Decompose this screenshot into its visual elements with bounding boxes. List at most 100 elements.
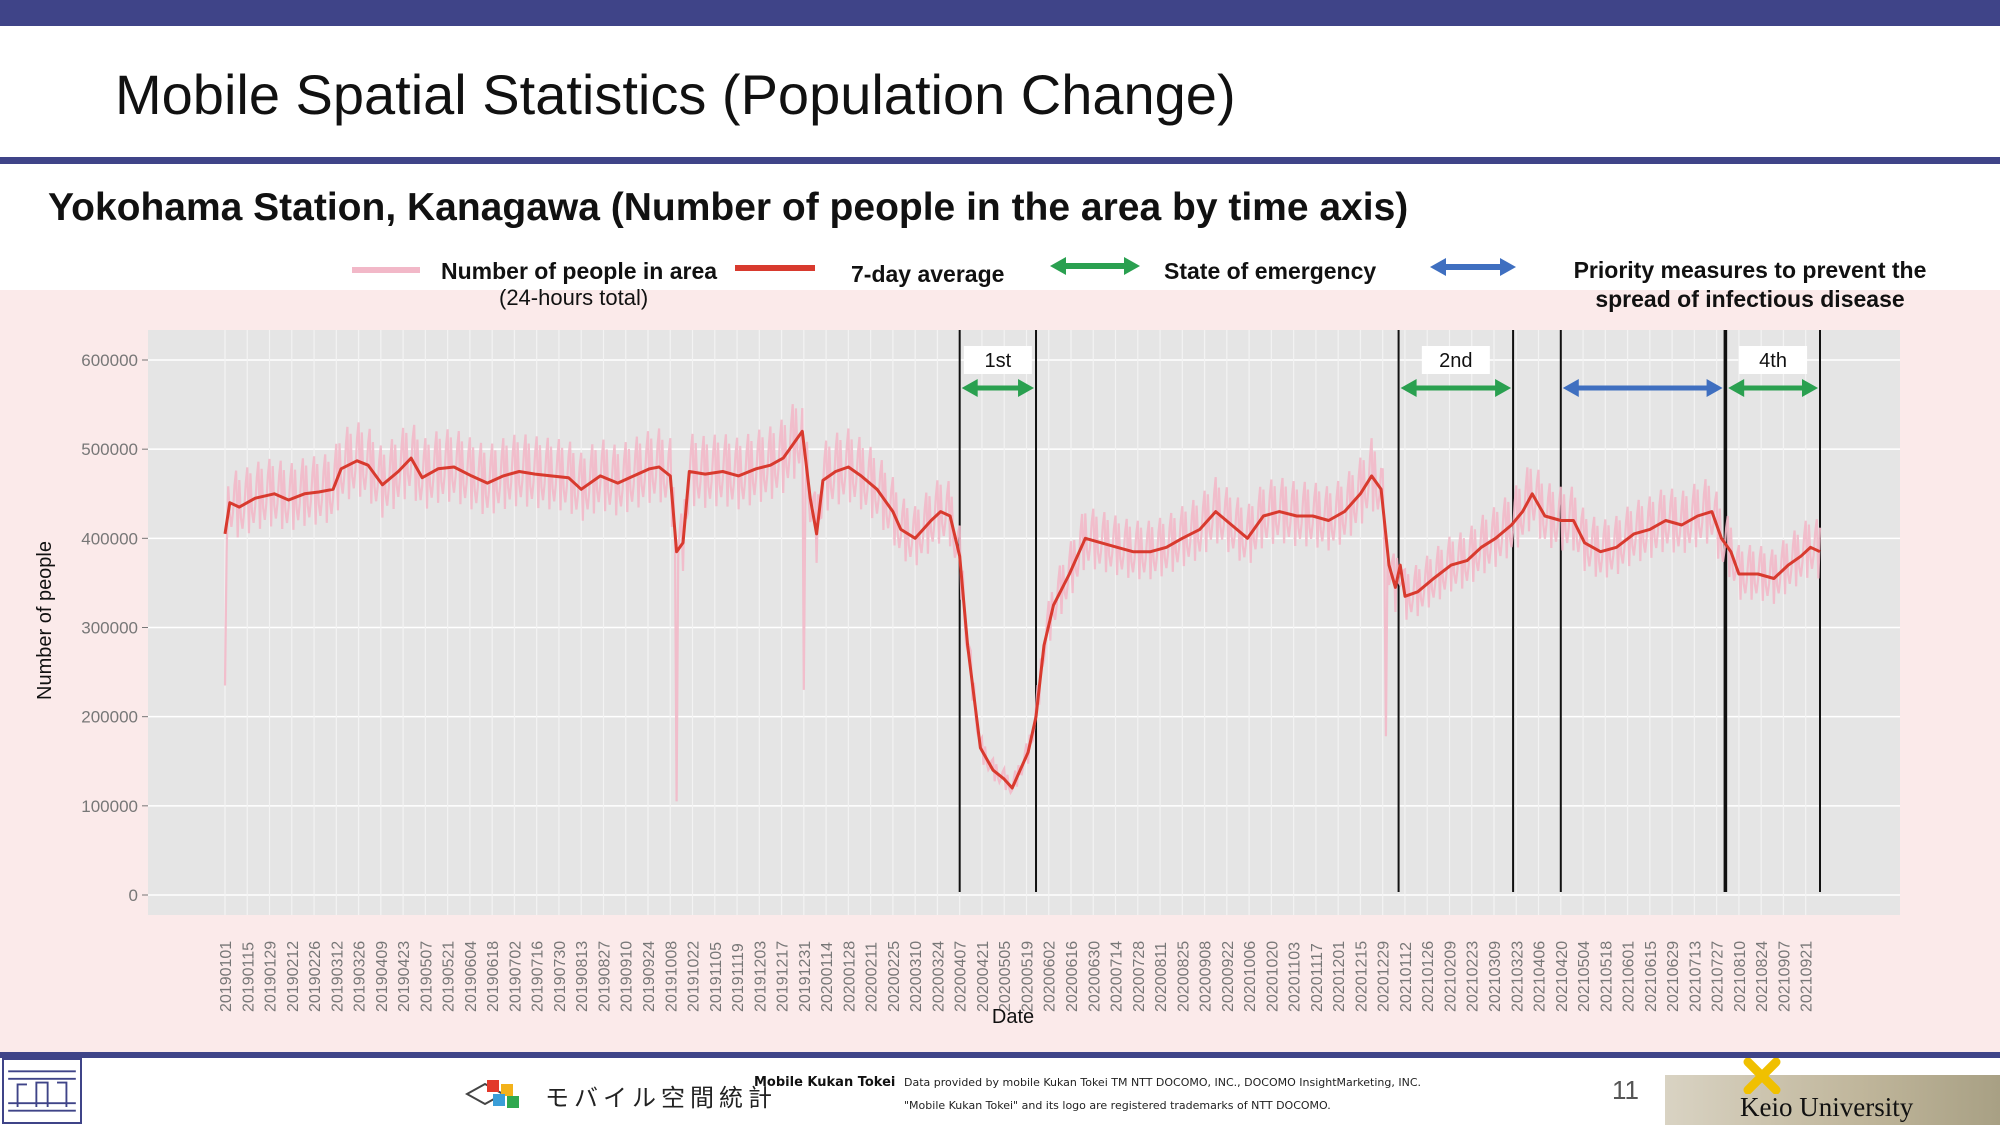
period-label: 4th xyxy=(1759,350,1787,372)
x-tick-label: 20201006 xyxy=(1242,941,1259,1012)
x-tick-label: 20200728 xyxy=(1131,941,1148,1012)
x-tick-label: 20190409 xyxy=(374,941,391,1012)
x-tick-label: 20190521 xyxy=(441,941,458,1012)
x-tick-label: 20200225 xyxy=(886,941,903,1012)
legend-emergency-arrow-icon xyxy=(1050,257,1140,275)
x-tick-label: 20190423 xyxy=(396,941,413,1012)
period-label-box xyxy=(1739,346,1808,374)
lab-logo-icon xyxy=(2,1058,82,1124)
legend-priority-label: Priority measures to prevent the spread … xyxy=(1530,256,1970,314)
plot-area xyxy=(148,330,1900,915)
y-tick-label: 100000 xyxy=(81,797,138,816)
x-tick-label: 20210209 xyxy=(1442,941,1459,1012)
x-tick-label: 20200908 xyxy=(1198,941,1215,1012)
period-arrow-head-right xyxy=(1802,379,1818,397)
x-tick-label: 20190604 xyxy=(463,941,480,1012)
x-tick-label: 20190101 xyxy=(218,941,235,1012)
x-tick-label: 20210921 xyxy=(1799,941,1816,1012)
daily-series-line xyxy=(223,404,1822,802)
x-tick-label: 20210406 xyxy=(1532,941,1549,1012)
x-tick-label: 20210518 xyxy=(1598,941,1615,1012)
x-tick-label: 20200211 xyxy=(864,942,881,1012)
x-tick-label: 20191203 xyxy=(752,941,769,1012)
x-tick-label: 20210309 xyxy=(1487,941,1504,1012)
x-tick-label: 20210907 xyxy=(1776,941,1793,1012)
x-axis-title: Date xyxy=(992,1006,1034,1028)
legend-daily-sublabel: (24-hours total) xyxy=(499,285,649,310)
x-tick-label: 20210323 xyxy=(1509,941,1526,1012)
x-tick-label: 20190924 xyxy=(641,941,658,1012)
page-number: 11 xyxy=(1612,1075,1639,1105)
legend-priority-line1: Priority measures to prevent the xyxy=(1573,257,1927,283)
chart-subtitle: Yokohama Station, Kanagawa (Number of pe… xyxy=(48,186,1409,229)
x-tick-label: 20200128 xyxy=(841,941,858,1012)
legend-avg-label: 7-day average xyxy=(851,261,1005,287)
x-tick-label: 20210601 xyxy=(1621,941,1638,1012)
x-tick-label: 20200616 xyxy=(1064,941,1081,1012)
legend-daily-label: Number of people in area xyxy=(441,258,718,284)
x-tick-label: 20210727 xyxy=(1710,941,1727,1012)
x-tick-label: 20200825 xyxy=(1175,941,1192,1012)
x-tick-label: 20190813 xyxy=(574,941,591,1012)
x-tick-label: 20190730 xyxy=(552,941,569,1012)
x-tick-label: 20200602 xyxy=(1042,941,1059,1012)
x-tick-label: 20210112 xyxy=(1398,942,1415,1012)
slide-title: Mobile Spatial Statistics (Population Ch… xyxy=(115,63,1236,126)
x-tick-label: 20200324 xyxy=(930,941,947,1012)
x-tick-label: 20201103 xyxy=(1287,942,1304,1012)
x-tick-label: 20210629 xyxy=(1665,941,1682,1012)
y-axis-title: Number of people xyxy=(34,541,56,700)
x-tick-label: 20210223 xyxy=(1465,941,1482,1012)
x-tick-label: 20200407 xyxy=(953,941,970,1012)
y-tick-label: 600000 xyxy=(81,351,138,370)
x-tick-label: 20210504 xyxy=(1576,941,1593,1012)
x-tick-label: 20190910 xyxy=(619,941,636,1012)
x-tick-label: 20210713 xyxy=(1687,941,1704,1012)
period-arrow-head-left xyxy=(961,379,978,397)
x-tick-label: 20190212 xyxy=(285,941,302,1012)
x-tick-label: 20190702 xyxy=(507,941,524,1012)
avg-series-line xyxy=(223,429,1821,790)
y-tick-label: 400000 xyxy=(81,529,138,548)
period-arrow-head-right xyxy=(1018,379,1035,397)
x-tick-label: 20190326 xyxy=(352,941,369,1012)
period-label: 2nd xyxy=(1439,350,1472,372)
x-tick-label: 20191231 xyxy=(797,941,814,1012)
chart-legend: Number of people in area (24-hours total… xyxy=(0,250,2000,315)
x-tick-label: 20191105 xyxy=(708,942,725,1012)
y-tick-label: 300000 xyxy=(81,619,138,638)
x-tick-label: 20210126 xyxy=(1420,941,1437,1012)
x-tick-label: 20210824 xyxy=(1754,941,1771,1012)
period-arrow-head-right xyxy=(1495,379,1512,397)
x-tick-label: 20200114 xyxy=(819,942,836,1012)
x-tick-label: 20190716 xyxy=(530,941,547,1012)
x-tick-label: 20200505 xyxy=(997,941,1014,1012)
x-tick-label: 20191217 xyxy=(775,941,792,1012)
period-arrow-head-left xyxy=(1400,379,1417,397)
period-arrow-head-left xyxy=(1728,379,1745,397)
x-tick-label: 20210420 xyxy=(1554,941,1571,1012)
mobile-kukan-tokei-logo-icon xyxy=(465,1080,519,1108)
x-tick-label: 20210810 xyxy=(1732,941,1749,1012)
x-tick-label: 20191022 xyxy=(686,941,703,1012)
credit-line-1: Data provided by mobile Kukan Tokei TM N… xyxy=(904,1076,1422,1089)
credit-line-2: "Mobile Kukan Tokei" and its logo are re… xyxy=(904,1099,1331,1112)
y-tick-label: 500000 xyxy=(81,440,138,459)
title-divider xyxy=(0,157,2000,164)
y-tick-label: 0 xyxy=(129,886,138,905)
legend-priority-arrow-icon xyxy=(1430,258,1516,276)
x-tick-label: 20200421 xyxy=(975,941,992,1012)
x-tick-label: 20201201 xyxy=(1331,941,1348,1012)
x-tick-label: 20191008 xyxy=(663,941,680,1012)
x-tick-label: 20200310 xyxy=(908,941,925,1012)
footer-divider xyxy=(0,1052,2000,1058)
period-arrow-head-left xyxy=(1562,379,1579,397)
period-label: 1st xyxy=(985,350,1012,372)
y-tick-label: 200000 xyxy=(81,708,138,727)
x-tick-label: 20190507 xyxy=(418,941,435,1012)
legend-emergency-label: State of emergency xyxy=(1164,258,1377,284)
x-tick-label: 20201215 xyxy=(1353,941,1370,1012)
period-arrow-head-right xyxy=(1706,379,1723,397)
legend-avg-swatch xyxy=(735,265,815,271)
keio-pen-emblem-icon xyxy=(1743,1058,1781,1094)
